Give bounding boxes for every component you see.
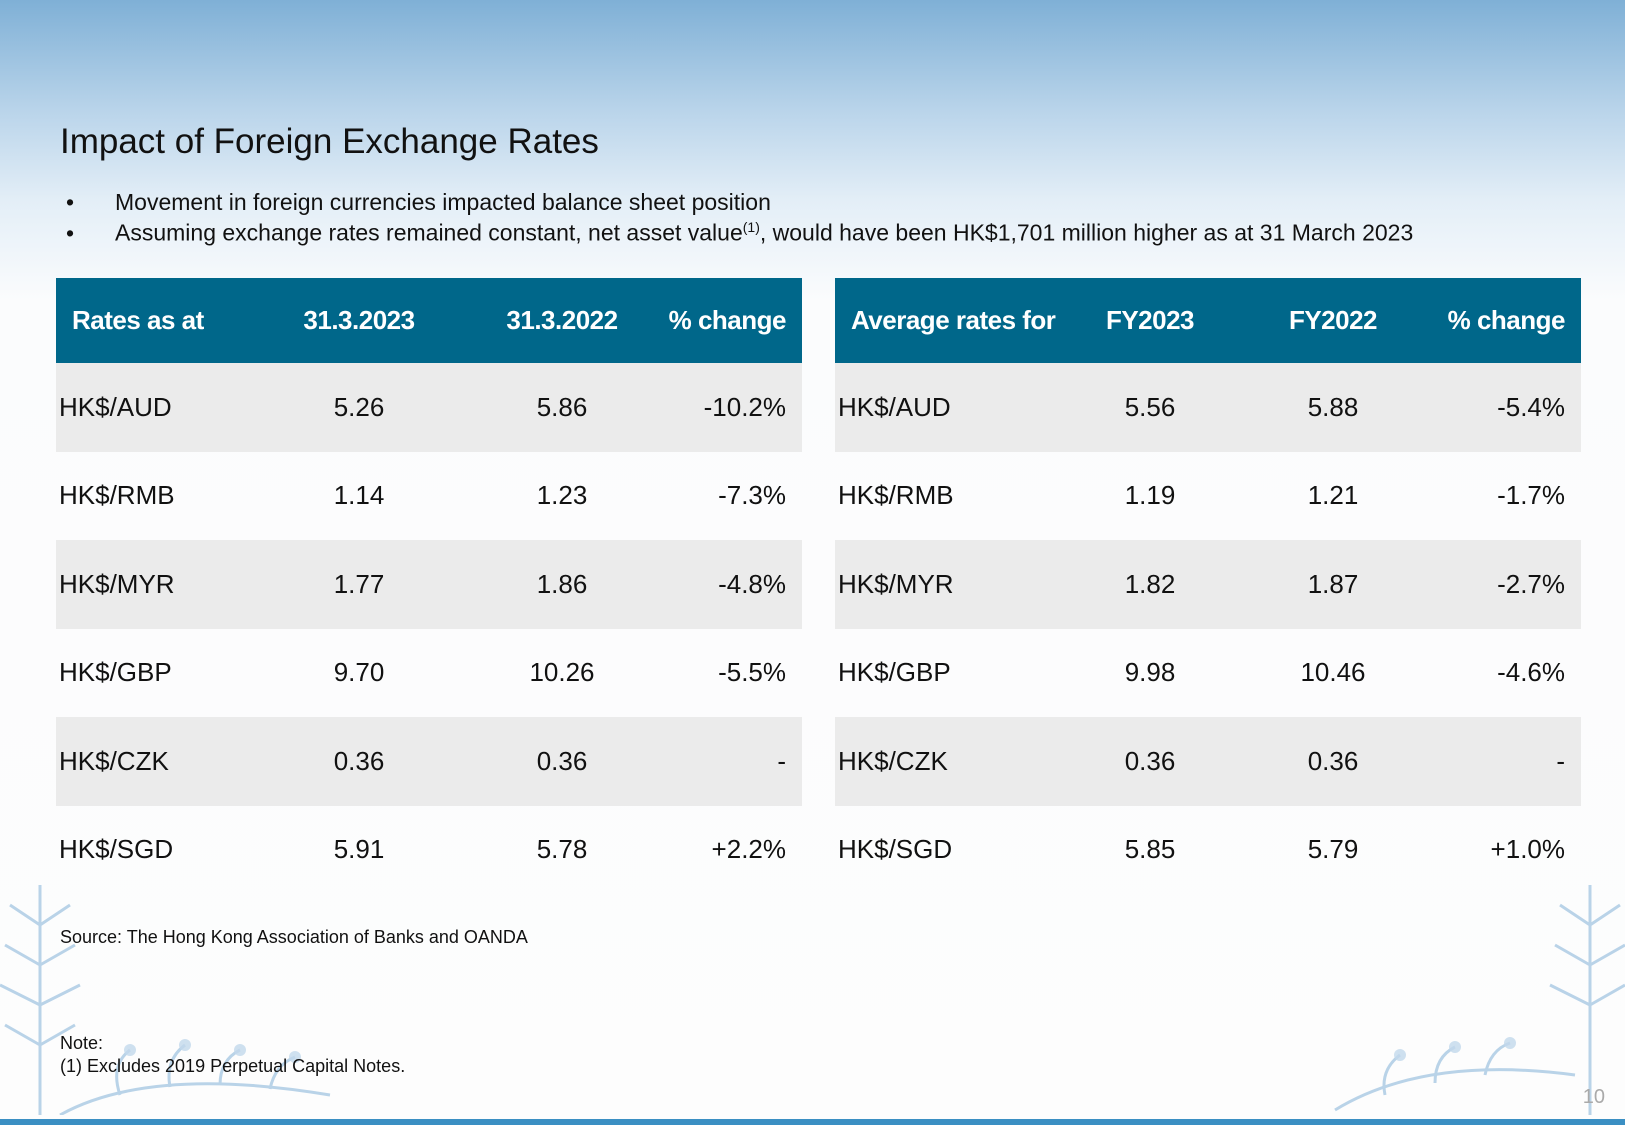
bullet-text-start: Assuming exchange rates remained constan…: [115, 219, 743, 246]
currency-pair-cell: HK$/MYR: [835, 540, 1065, 629]
rate-cell: 0.36: [462, 717, 662, 806]
table-row: HK$/CZK 0.36 0.36-: [835, 717, 1581, 806]
table-row: HK$/CZK 0.36 0.36-: [56, 717, 802, 806]
table-row: HK$/RMB 1.14 1.23 -7.3%: [56, 452, 802, 541]
currency-pair-cell: HK$/SGD: [59, 834, 174, 865]
currency-pair-cell: HK$/GBP: [59, 657, 172, 688]
table-row: HK$/SGD 5.85 5.79 +1.0%: [835, 806, 1581, 895]
percent-change-cell: -5.5%: [718, 657, 786, 688]
table-row: HK$/MYR 1.82 1.87 -2.7%: [835, 540, 1581, 629]
percent-change-cell: -1.7%: [1497, 480, 1565, 511]
rate-cell: 5.26: [256, 363, 462, 452]
currency-pair-cell: HK$/AUD: [56, 363, 256, 452]
currency-pair-cell: HK$/SGD: [838, 834, 953, 865]
rate-cell: 10.26: [529, 657, 595, 688]
rate-cell: 1.21: [1307, 480, 1359, 511]
note-heading: Note:: [60, 1033, 104, 1053]
column-header: % change: [1431, 278, 1581, 363]
table-row: HK$/GBP 9.70 10.26 -5.5%: [56, 629, 802, 718]
percent-change-cell: -7.3%: [718, 480, 786, 511]
rate-cell: 1.87: [1235, 540, 1431, 629]
table-header-row: Average rates for FY2023 FY2022 % change: [835, 278, 1581, 363]
rate-cell: 10.46: [1300, 657, 1366, 688]
currency-pair-cell: HK$/CZK: [56, 717, 256, 806]
bullet-text: Movement in foreign currencies impacted …: [115, 189, 771, 215]
rate-cell: 5.86: [462, 363, 662, 452]
percent-change-cell: -2.7%: [1431, 540, 1581, 629]
bullet-marker: •: [66, 219, 75, 246]
column-header: FY2022: [1235, 278, 1431, 363]
currency-pair-cell: HK$/GBP: [838, 657, 951, 688]
rate-cell: 1.19: [1124, 480, 1176, 511]
rate-cell: 9.70: [333, 657, 385, 688]
source-note: Source: The Hong Kong Association of Ban…: [60, 927, 528, 947]
percent-change-cell: -: [662, 717, 802, 806]
rate-cell: 9.98: [1124, 657, 1176, 688]
rate-cell: 1.23: [536, 480, 588, 511]
table-header-row: Rates as at 31.3.2023 31.3.2022 % change: [56, 278, 802, 363]
bullet-marker: •: [66, 189, 75, 215]
bullet-list: • Movement in foreign currencies impacte…: [60, 189, 1413, 249]
period-end-rates-table: Rates as at 31.3.2023 31.3.2022 % change…: [56, 278, 802, 894]
page-number: 10: [1582, 1086, 1605, 1108]
column-header: FY2023: [1065, 278, 1235, 363]
footnote-text: (1) Excludes 2019 Perpetual Capital Note…: [60, 1056, 406, 1076]
bullet-item: • Assuming exchange rates remained const…: [60, 219, 1413, 249]
column-header: % change: [662, 278, 802, 363]
bottom-accent-bar: [0, 1119, 1625, 1125]
percent-change-cell: +2.2%: [711, 834, 786, 865]
percent-change-cell: +1.0%: [1490, 834, 1565, 865]
rate-cell: 0.36: [256, 717, 462, 806]
table-row: HK$/SGD 5.91 5.78 +2.2%: [56, 806, 802, 895]
rate-cell: 5.88: [1235, 363, 1431, 452]
column-header: 31.3.2023: [256, 278, 462, 363]
footnote-marker: (1): [742, 219, 760, 235]
rate-cell: 5.85: [1124, 834, 1176, 865]
table-row: HK$/RMB 1.19 1.21 -1.7%: [835, 452, 1581, 541]
rate-cell: 5.78: [536, 834, 588, 865]
currency-pair-cell: HK$/AUD: [835, 363, 1065, 452]
rate-cell: 5.56: [1065, 363, 1235, 452]
percent-change-cell: -4.6%: [1497, 657, 1565, 688]
currency-pair-cell: HK$/MYR: [56, 540, 256, 629]
percent-change-cell: -: [1431, 717, 1581, 806]
rate-cell: 5.79: [1307, 834, 1359, 865]
table-row: HK$/AUD 5.56 5.88 -5.4%: [835, 363, 1581, 452]
rate-cell: 1.86: [462, 540, 662, 629]
column-header: 31.3.2022: [462, 278, 662, 363]
currency-pair-cell: HK$/RMB: [59, 480, 175, 511]
column-header: Average rates for: [835, 278, 1065, 363]
currency-pair-cell: HK$/CZK: [835, 717, 1065, 806]
column-header: Rates as at: [56, 278, 256, 363]
rate-cell: 1.14: [333, 480, 385, 511]
bullet-text: Assuming exchange rates remained constan…: [115, 219, 1413, 247]
average-rates-table: Average rates for FY2023 FY2022 % change…: [835, 278, 1581, 894]
percent-change-cell: -5.4%: [1431, 363, 1581, 452]
rate-cell: 0.36: [1065, 717, 1235, 806]
currency-pair-cell: HK$/RMB: [838, 480, 954, 511]
rate-cell: 1.77: [256, 540, 462, 629]
decorative-leaves-left-icon: [0, 885, 331, 1115]
decorative-leaves-right-icon: [1334, 885, 1625, 1115]
page-title: Impact of Foreign Exchange Rates: [60, 122, 599, 161]
bullet-text-end: , would have been HK$1,701 million highe…: [759, 219, 1414, 246]
bullet-item: • Movement in foreign currencies impacte…: [60, 189, 1413, 219]
rate-cell: 5.91: [333, 834, 385, 865]
rate-cell: 0.36: [1235, 717, 1431, 806]
table-row: HK$/GBP 9.98 10.46 -4.6%: [835, 629, 1581, 718]
table-row: HK$/MYR 1.77 1.86 -4.8%: [56, 540, 802, 629]
rate-cell: 1.82: [1065, 540, 1235, 629]
table-row: HK$/AUD 5.26 5.86 -10.2%: [56, 363, 802, 452]
percent-change-cell: -10.2%: [662, 363, 802, 452]
percent-change-cell: -4.8%: [662, 540, 802, 629]
